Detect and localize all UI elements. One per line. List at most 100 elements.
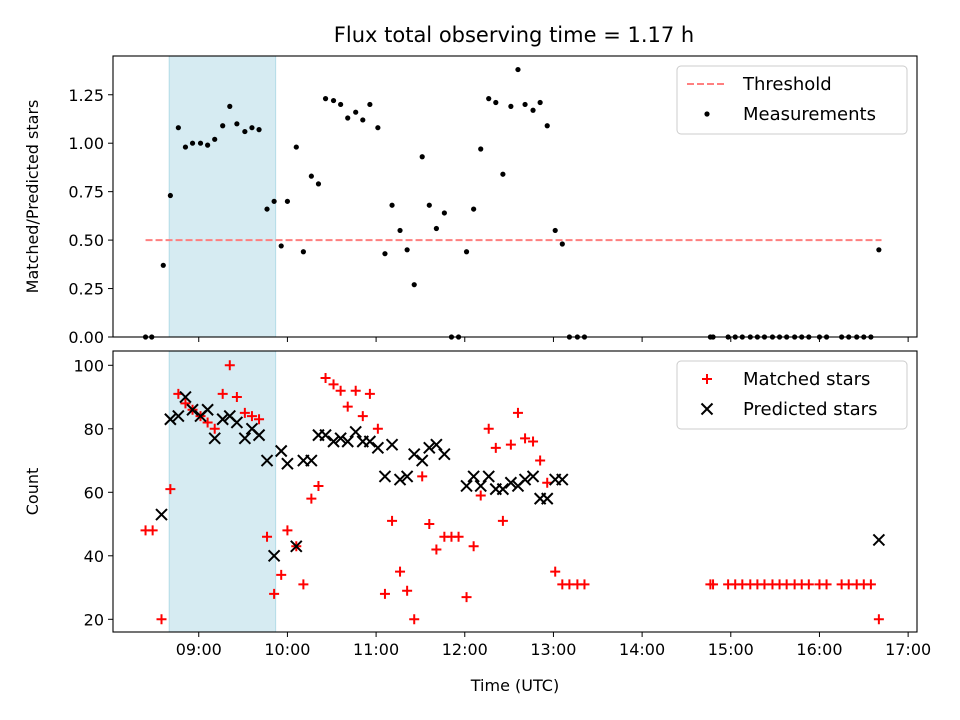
data-point [227,103,233,109]
x-tick-label: 10:00 [264,640,310,659]
data-point [306,493,317,504]
y-tick-label: 20 [84,610,104,629]
data-point [164,413,177,426]
data-point [522,101,528,108]
data-point [461,592,472,603]
data-point [424,519,435,530]
data-point [254,414,265,425]
data-point [530,107,536,113]
y-tick-label: 0.00 [68,328,104,347]
data-point [467,470,480,483]
data-point [160,262,166,268]
data-point [515,66,521,73]
data-point [202,417,213,428]
data-point [873,614,884,625]
data-point [505,439,516,450]
data-point [550,566,561,577]
legend-label: Threshold [742,74,832,95]
y-tick-label: 1.00 [68,134,104,153]
x-tick-label: 11:00 [353,640,399,659]
data-point [256,127,262,133]
legend-swatch [704,111,710,117]
data-point [821,579,832,590]
ratio-legend: Threshold Measurements [676,65,908,135]
data-point [417,471,428,482]
data-point [147,525,158,536]
data-point [482,470,495,483]
series-matched-stars [140,360,884,625]
data-point [267,549,281,563]
data-point [246,411,257,422]
highlight-span [168,55,277,338]
data-point [402,585,413,596]
y-tick-label: 0.25 [68,280,104,299]
data-point [486,96,492,102]
data-point [167,192,173,199]
data-point [431,544,442,555]
data-point [320,372,331,383]
data-point [208,432,221,445]
series-predicted-stars [155,390,886,563]
data-point [395,566,406,577]
data-point [475,490,486,501]
data-point [411,282,417,288]
ratio-axes: 0.00 0.25 0.50 0.75 1.00 1.25 Matched/Predicte… [23,55,918,347]
data-point [433,225,439,232]
y-tick-label: 100 [73,356,104,375]
data-point [298,579,309,590]
data-point [552,227,558,234]
data-point [269,588,280,599]
legend-label: Predicted stars [743,399,877,420]
data-point [180,398,191,409]
data-point [378,470,392,483]
legend-box [676,360,908,430]
data-point [345,115,351,121]
x-tick-label: 17:00 [885,640,931,659]
data-point [353,109,359,115]
data-point [389,202,395,208]
legend-label: Measurements [743,104,876,125]
data-point [260,454,274,467]
chart-title: Flux total observing time = 1.17 h [334,23,694,47]
data-point [349,425,362,439]
data-point [375,125,381,131]
data-point [212,136,218,142]
data-point [490,442,501,453]
data-point [271,198,277,204]
data-point [186,403,199,416]
y-tick-label: 60 [84,483,104,502]
data-point [308,173,314,179]
data-point [290,540,303,553]
data-point [379,588,390,599]
data-point [478,146,484,152]
data-point [504,476,518,489]
data-point [313,480,324,491]
y-tick-label: 1.25 [68,86,104,105]
data-point [367,101,373,108]
data-point [423,441,436,455]
data-point [708,579,719,590]
data-point [526,470,540,483]
data-point [322,96,329,102]
x-tick-label: 12:00 [442,640,488,659]
data-point [430,438,443,451]
data-point [172,409,185,423]
data-point [201,403,214,416]
data-point [876,247,882,253]
data-point [453,531,464,542]
data-point [360,117,366,123]
data-point [438,447,451,461]
data-point [371,441,385,455]
data-point [419,154,425,160]
data-point [155,508,168,521]
count-legend: Matched stars Predicted stars [676,360,908,430]
data-point [230,416,244,429]
data-point [483,423,494,434]
data-point [327,435,340,448]
data-point [175,125,181,131]
data-point [497,515,508,526]
data-point [468,541,479,552]
data-point [189,140,196,146]
count-axes: 20 40 60 80 100 09:00 10:00 11:00 12:00 13:00 14:0… [23,350,931,695]
